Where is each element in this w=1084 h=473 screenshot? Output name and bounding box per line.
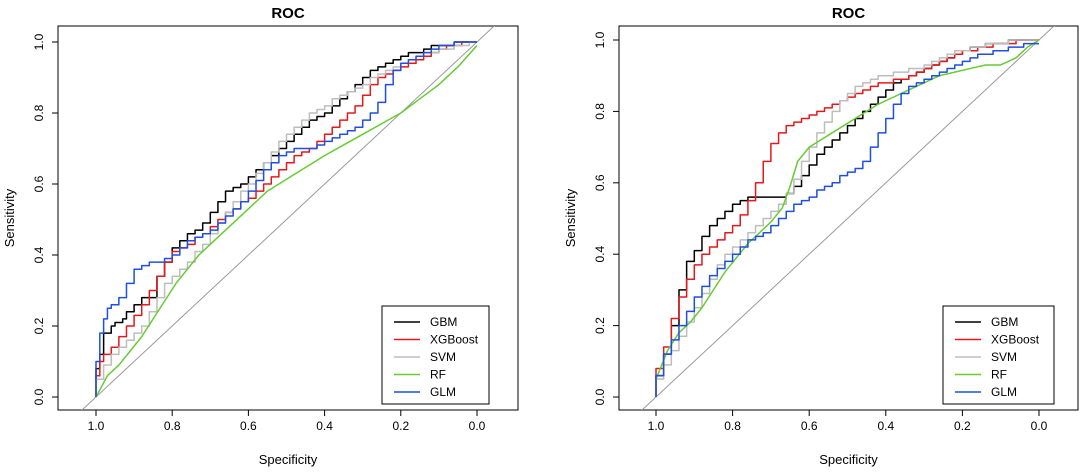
reference-diagonal — [81, 26, 495, 410]
chart-title: ROC — [271, 5, 305, 22]
x-tick-label: 0.6 — [240, 419, 257, 433]
x-axis: 1.0 0.8 0.6 0.4 0.2 0.0 — [88, 409, 486, 433]
y-tick-label: 0.0 — [32, 388, 46, 405]
legend: GBM XGBoost SVM RF GLM — [942, 305, 1055, 405]
y-axis: 0.0 0.2 0.4 0.6 0.8 1.0 — [32, 33, 59, 405]
y-tick-label: 1.0 — [593, 31, 607, 48]
y-tick-label: 0.0 — [593, 388, 607, 405]
chart-title: ROC — [832, 5, 866, 22]
y-tick-label: 0.6 — [32, 175, 46, 192]
reference-diagonal — [641, 26, 1055, 410]
x-tick-label: 0.2 — [392, 419, 409, 433]
legend-label-rf: RF — [991, 368, 1007, 382]
x-tick-label: 0.0 — [1031, 419, 1048, 433]
y-tick-label: 1.0 — [32, 33, 46, 50]
x-tick-label: 0.8 — [724, 419, 741, 433]
legend-label-svm: SVM — [430, 350, 456, 364]
y-tick-label: 0.6 — [593, 174, 607, 191]
legend-label-xgboost: XGBoost — [991, 333, 1040, 347]
y-tick-label: 0.8 — [32, 104, 46, 121]
x-tick-label: 1.0 — [88, 419, 105, 433]
x-tick-label: 0.0 — [469, 419, 486, 433]
roc-line-xgboost — [95, 41, 477, 397]
y-axis-label: Sensitivity — [563, 188, 578, 247]
x-tick-label: 0.2 — [954, 419, 971, 433]
legend-label-glm: GLM — [430, 385, 456, 399]
y-tick-label: 0.4 — [593, 246, 607, 263]
x-axis-label: Specificity — [259, 452, 318, 467]
series-group — [655, 39, 1040, 397]
roc-line-xgboost — [655, 39, 1039, 397]
legend-label-glm: GLM — [991, 385, 1017, 399]
legend-label-rf: RF — [430, 368, 446, 382]
legend-label-svm: SVM — [991, 350, 1017, 364]
y-axis-label: Sensitivity — [2, 188, 17, 247]
series-group — [95, 41, 478, 398]
x-tick-label: 0.4 — [316, 419, 333, 433]
legend-label-gbm: GBM — [430, 315, 457, 329]
x-axis-label: Specificity — [819, 452, 878, 467]
roc-line-rf — [95, 45, 478, 398]
y-axis: 0.0 0.2 0.4 0.6 0.8 1.0 — [593, 31, 620, 405]
x-tick-label: 0.6 — [801, 419, 818, 433]
y-tick-label: 0.2 — [593, 317, 607, 334]
roc-line-glm — [655, 42, 1039, 397]
y-tick-label: 0.4 — [32, 246, 46, 263]
legend-label-gbm: GBM — [991, 315, 1018, 329]
y-tick-label: 0.2 — [32, 317, 46, 334]
x-axis: 1.0 0.8 0.6 0.4 0.2 0.0 — [648, 409, 1048, 433]
legend: GBM XGBoost SVM RF GLM — [381, 305, 490, 405]
roc-line-rf — [655, 39, 1040, 380]
x-tick-label: 0.4 — [877, 419, 894, 433]
legend-label-xgboost: XGBoost — [430, 333, 479, 347]
y-tick-label: 0.8 — [593, 103, 607, 120]
x-tick-label: 1.0 — [648, 419, 665, 433]
roc-line-glm — [95, 41, 477, 397]
x-tick-label: 0.8 — [164, 419, 181, 433]
